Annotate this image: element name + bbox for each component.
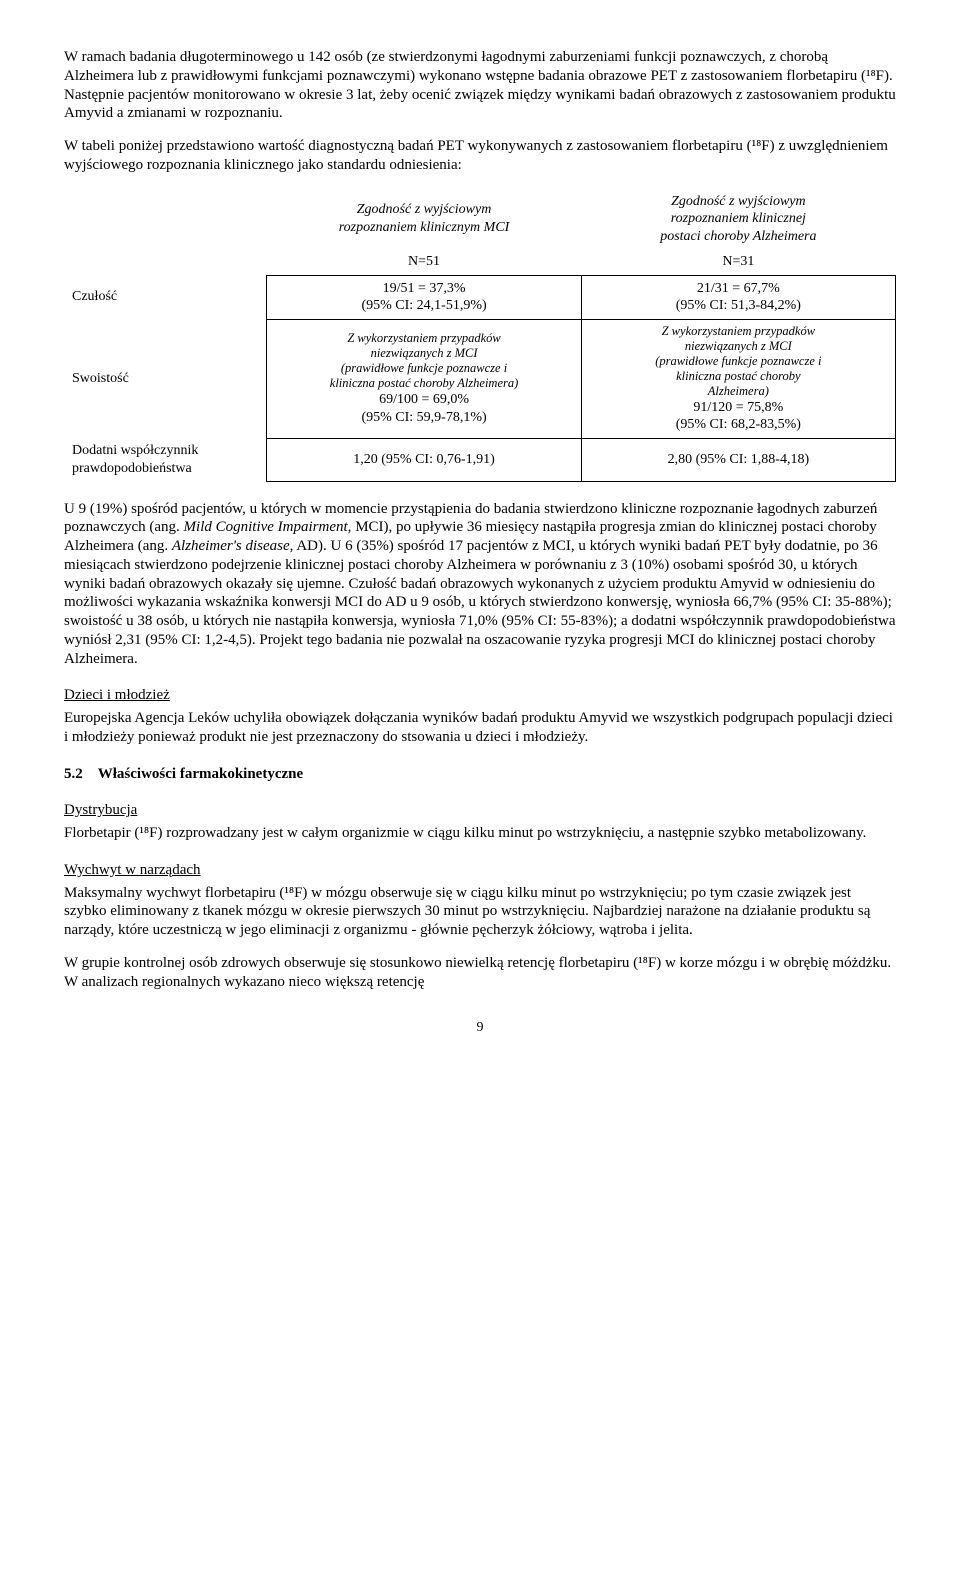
spec-c1-it3: (prawidłowe funkcje poznawcze i [341, 361, 507, 375]
col2-n: N=31 [581, 249, 895, 275]
uptake-paragraph: Maksymalny wychwyt florbetapiru (¹⁸F) w … [64, 884, 896, 940]
col2-head-l2: rozpoznaniem klinicznej [671, 211, 806, 226]
page-number: 9 [64, 1019, 896, 1037]
sec-5-2-heading: 5.2 Właściwości farmakokinetyczne [64, 765, 896, 784]
col2-head-l3: postaci choroby Alzheimera [660, 229, 816, 244]
spec-c2-it1: Z wykorzystaniem przypadków [662, 324, 815, 338]
distribution-heading: Dystrybucja [64, 801, 896, 820]
sens-c2-l2: (95% CI: 51,3-84,2%) [676, 298, 801, 313]
sens-c2-l1: 21/31 = 67,7% [697, 281, 780, 296]
plr-col1: 1,20 (95% CI: 0,76-1,91) [267, 438, 581, 481]
plr-col2: 2,80 (95% CI: 1,88-4,18) [581, 438, 895, 481]
sec52-num: 5.2 [64, 766, 83, 782]
diagnostic-table: Zgodność z wyjściowym rozpoznaniem klini… [64, 189, 896, 482]
sens-c1-l1: 19/51 = 37,3% [383, 281, 466, 296]
col1-header: Zgodność z wyjściowym rozpoznaniem klini… [267, 189, 581, 250]
plr-label-l1: Dodatni współczynnik [72, 443, 198, 458]
sec52-title: Właściwości farmakokinetyczne [98, 766, 303, 782]
table-intro-paragraph: W tabeli poniżej przedstawiono wartość d… [64, 137, 896, 175]
uptake-heading: Wychwyt w narządach [64, 861, 896, 880]
spec-c2-it3: (prawidłowe funkcje poznawcze i [655, 354, 821, 368]
last-paragraph: W grupie kontrolnej osób zdrowych obserw… [64, 954, 896, 992]
sens-c1-l2: (95% CI: 24,1-51,9%) [361, 298, 486, 313]
spec-c2-it5: Alzheimera) [708, 384, 769, 398]
plr-label: Dodatni współczynnik prawdopodobieństwa [64, 438, 267, 481]
distribution-paragraph: Florbetapir (¹⁸F) rozprowadzany jest w c… [64, 824, 896, 843]
pt-it2: Alzheimer's disease [172, 538, 290, 554]
col2-header: Zgodność z wyjściowym rozpoznaniem klini… [581, 189, 895, 250]
spec-c2-l7: (95% CI: 68,2-83,5%) [676, 417, 801, 432]
intro-paragraph: W ramach badania długoterminowego u 142 … [64, 48, 896, 123]
uptake-head-text: Wychwyt w narządach [64, 862, 201, 878]
col2-head-l1: Zgodność z wyjściowym [671, 194, 806, 209]
specificity-col1: Z wykorzystaniem przypadków niezwiązanyc… [267, 319, 581, 438]
spec-c1-it4: kliniczna postać choroby Alzheimera) [330, 376, 519, 390]
sensitivity-col1: 19/51 = 37,3% (95% CI: 24,1-51,9%) [267, 275, 581, 319]
post-table-paragraph: U 9 (19%) spośród pacjentów, u których w… [64, 500, 896, 669]
dist-head-text: Dystrybucja [64, 802, 137, 818]
empty-cell [64, 189, 267, 250]
spec-c1-it1: Z wykorzystaniem przypadków [347, 331, 500, 345]
spec-c2-it2: niezwiązanych z MCI [685, 339, 792, 353]
pt-part3: , AD). U 6 (35%) spośród 17 pacjentów z … [64, 538, 896, 667]
plr-label-l2: prawdopodobieństwa [72, 461, 192, 476]
spec-c1-it2: niezwiązanych z MCI [371, 346, 478, 360]
col1-head-l1: Zgodność z wyjściowym [357, 202, 492, 217]
specificity-col2: Z wykorzystaniem przypadków niezwiązanyc… [581, 319, 895, 438]
children-heading: Dzieci i młodzież [64, 686, 896, 705]
pt-it1: Mild Cognitive Impairment, [184, 519, 352, 535]
children-head-text: Dzieci i młodzież [64, 687, 170, 703]
col1-head-l2: rozpoznaniem klinicznym MCI [339, 220, 510, 235]
sensitivity-col2: 21/31 = 67,7% (95% CI: 51,3-84,2%) [581, 275, 895, 319]
empty-cell [64, 249, 267, 275]
spec-c2-l6: 91/120 = 75,8% [693, 400, 783, 415]
col1-n: N=51 [267, 249, 581, 275]
specificity-label: Swoistość [64, 319, 267, 438]
spec-c1-l6: (95% CI: 59,9-78,1%) [361, 410, 486, 425]
spec-c2-it4: kliniczna postać choroby [676, 369, 801, 383]
spec-c1-l5: 69/100 = 69,0% [379, 392, 469, 407]
sensitivity-label: Czułość [64, 275, 267, 319]
children-paragraph: Europejska Agencja Leków uchyliła obowią… [64, 709, 896, 747]
